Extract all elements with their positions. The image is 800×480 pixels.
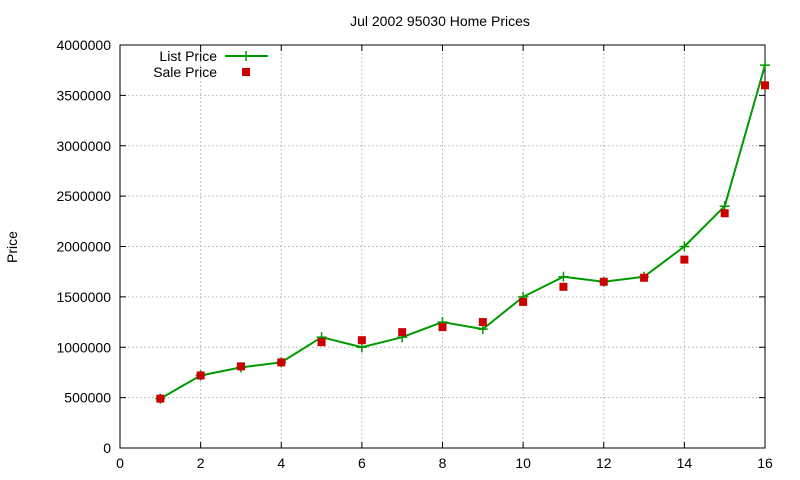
y-tick-label: 3000000 [56, 138, 111, 154]
x-tick-label: 4 [277, 455, 285, 471]
data-point [680, 255, 689, 264]
legend-marker [242, 68, 250, 76]
chart-title: Jul 2002 95030 Home Prices [350, 13, 530, 29]
y-tick-label: 500000 [64, 390, 111, 406]
data-point [236, 362, 245, 371]
data-point [156, 394, 165, 403]
data-point [760, 60, 770, 71]
data-point [519, 297, 528, 306]
y-tick-label: 2500000 [56, 188, 111, 204]
legend-label: List Price [159, 48, 217, 64]
data-point [478, 318, 487, 327]
data-point [398, 328, 407, 337]
data-point [599, 277, 608, 286]
y-tick-label: 2000000 [56, 239, 111, 255]
grid-lines [120, 45, 765, 448]
series-line [159, 64, 766, 400]
data-point [277, 358, 286, 367]
x-tick-label: 16 [757, 455, 773, 471]
y-tick-label: 0 [103, 440, 111, 456]
data-point [196, 371, 205, 380]
y-tick-label: 3500000 [56, 87, 111, 103]
x-tick-label: 10 [515, 455, 531, 471]
data-point [761, 81, 769, 90]
series-1 [156, 81, 769, 403]
series-0 [155, 60, 770, 404]
legend-marker [241, 51, 251, 61]
y-axis-title: Price [4, 231, 20, 263]
data-point [679, 241, 690, 252]
data-point [559, 282, 568, 291]
axis-ticks: 0 500000 1000000 1500000 2000000 2500000 30000… [56, 37, 773, 471]
x-tick-label: 14 [677, 455, 693, 471]
y-tick-label: 1500000 [56, 289, 111, 305]
x-tick-label: 12 [596, 455, 612, 471]
series-layer [155, 60, 770, 404]
data-point [720, 209, 729, 218]
data-point [357, 336, 366, 345]
data-point [558, 271, 569, 282]
legend-label: Sale Price [153, 64, 217, 80]
x-tick-label: 0 [116, 455, 124, 471]
x-tick-label: 2 [197, 455, 205, 471]
y-tick-label: 1000000 [56, 339, 111, 355]
y-tick-label: 4000000 [56, 37, 111, 53]
data-point [640, 273, 649, 282]
data-point [317, 338, 326, 347]
x-tick-label: 6 [358, 455, 366, 471]
x-tick-label: 8 [439, 455, 447, 471]
data-point [438, 323, 447, 332]
